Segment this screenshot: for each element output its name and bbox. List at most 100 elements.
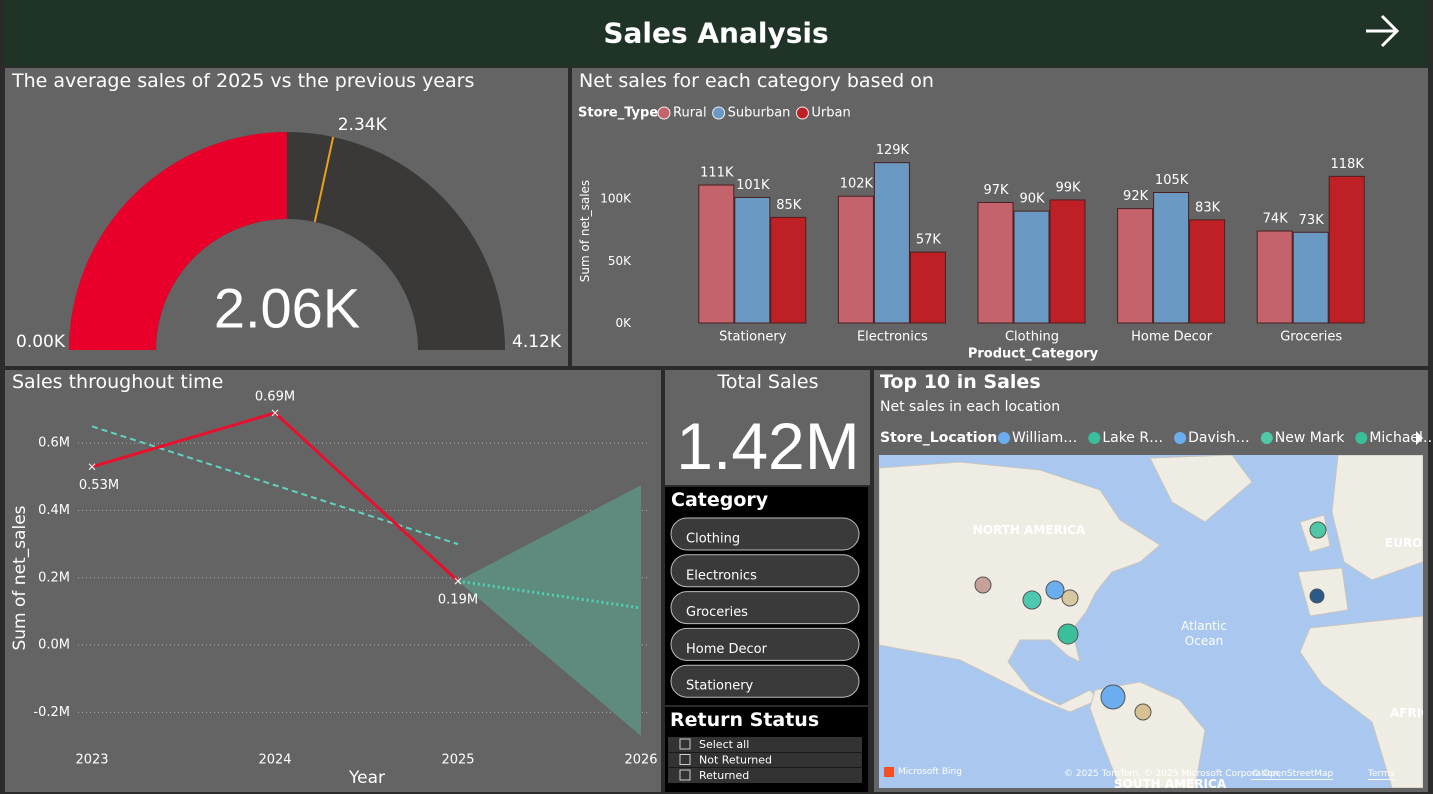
bar [698,184,735,324]
next-arrow[interactable] [1366,14,1400,48]
data-label: 101K [736,178,770,193]
y-tick-label: 50K [608,254,632,268]
data-label: 0.53M [79,478,119,493]
x-tick-label: Home Decor [1131,330,1213,345]
legend-swatch [1355,432,1368,444]
header-title: Sales Analysis [603,17,828,50]
card-value: 1.42M [676,409,859,483]
data-label: 0.19M [438,593,478,608]
x-tick-label: Groceries [1280,330,1342,345]
bar [1189,219,1226,324]
legend-title: Store_Type [578,106,658,121]
card-panel [665,370,870,485]
bar [770,216,807,324]
data-label: 102K [840,177,874,192]
slicer-item-label: Clothing [686,532,740,547]
map-bubble[interactable] [974,576,992,594]
map-bubble[interactable] [1309,588,1325,604]
point-marker [271,409,279,417]
y-tick-label: 0.4M [38,503,70,518]
map-attribution: © 2025 TomTom, © 2025 Microsoft Corporat… [1064,769,1281,779]
slicer-row [668,737,862,752]
map-bubble[interactable] [1057,623,1079,645]
ocean-label: Ocean [1185,634,1223,648]
map-bubble[interactable] [1134,703,1152,721]
bar [1153,192,1190,324]
map-bubble[interactable] [1022,590,1042,610]
gauge-value-label: 2.06K [214,277,360,340]
slicer-item[interactable] [670,591,860,625]
gauge-max-label: 4.12K [512,332,562,352]
legend-label: Michael… [1369,430,1433,446]
slicer-item-label: Groceries [686,605,748,620]
data-label: 105K [1155,173,1189,188]
checkbox[interactable] [679,754,691,765]
checkbox-label: Not Returned [699,754,772,767]
slicer-item[interactable] [670,517,860,551]
legend-scroll[interactable] [1416,431,1423,445]
checkbox-label: Select all [699,738,749,751]
checkbox-label: Returned [699,769,749,782]
bar [1328,175,1365,324]
x-tick-label: Electronics [857,330,928,345]
legend-swatch [795,106,809,120]
data-label: 83K [1195,200,1221,215]
map: NORTH AMERICA EUROP AFRIC SOUTH AMERICA … [879,455,1423,791]
slicer-row [668,768,862,783]
legend-label: Suburban [728,106,791,121]
bar [1256,230,1293,324]
gauge-target-label: 2.34K [338,115,388,135]
bar [837,195,874,324]
bar [1292,231,1329,324]
map-label: NORTH AMERICA [973,523,1086,537]
legend-label: New Mark [1275,430,1345,446]
legend-swatch [1174,432,1187,444]
map-osm[interactable]: © OpenStreetMap [1251,769,1334,779]
slicer-title: Return Status [670,709,819,731]
card-title: Total Sales [717,371,819,393]
slicer-item[interactable] [670,627,860,661]
map-terms[interactable]: Terms [1367,769,1395,779]
legend-label: Urban [811,106,850,121]
y-axis-label: Sum of net_sales [10,505,30,650]
map-bubble[interactable] [1100,684,1126,710]
gauge-title: The average sales of 2025 vs the previou… [11,70,474,92]
bar-title: Net sales for each category based on [579,70,934,92]
map-subtitle: Net sales in each location [880,399,1060,415]
data-label: 0.69M [255,389,295,404]
land [879,461,1161,713]
bar [873,162,910,324]
land [1331,455,1423,581]
point-marker [88,463,96,471]
legend-label: William… [1012,430,1077,446]
checkbox[interactable] [679,769,691,781]
slicer-item[interactable] [670,664,860,698]
data-label: 99K [1055,180,1081,195]
y-axis-label: Sum of net_sales [578,180,592,282]
slicer-item-label: Electronics [686,568,757,583]
land [1149,455,1253,523]
header-bar [4,0,1429,66]
y-tick-label: 0.2M [38,570,70,585]
point-marker [454,577,462,585]
legend-swatch [1260,432,1273,444]
bar [1013,210,1050,324]
data-label: 118K [1331,157,1365,172]
map-bubble[interactable] [1309,521,1327,539]
x-tick-label: 2026 [624,753,657,768]
bar [977,201,1014,324]
map-label: SOUTH AMERICA [1114,777,1227,791]
data-label: 57K [916,233,942,248]
bar [1049,199,1086,324]
checkbox[interactable] [679,738,691,750]
map-bubble[interactable] [1045,580,1065,600]
data-label: 97K [983,183,1009,198]
map-bubble[interactable] [1061,589,1079,607]
map-brand: Microsoft Bing [898,767,962,777]
gauge-target [313,136,335,223]
x-tick-label: 2025 [441,753,474,768]
y-tick-label: 0.6M [38,436,70,451]
slicer-item[interactable] [670,554,860,588]
data-label: 92K [1123,189,1149,204]
